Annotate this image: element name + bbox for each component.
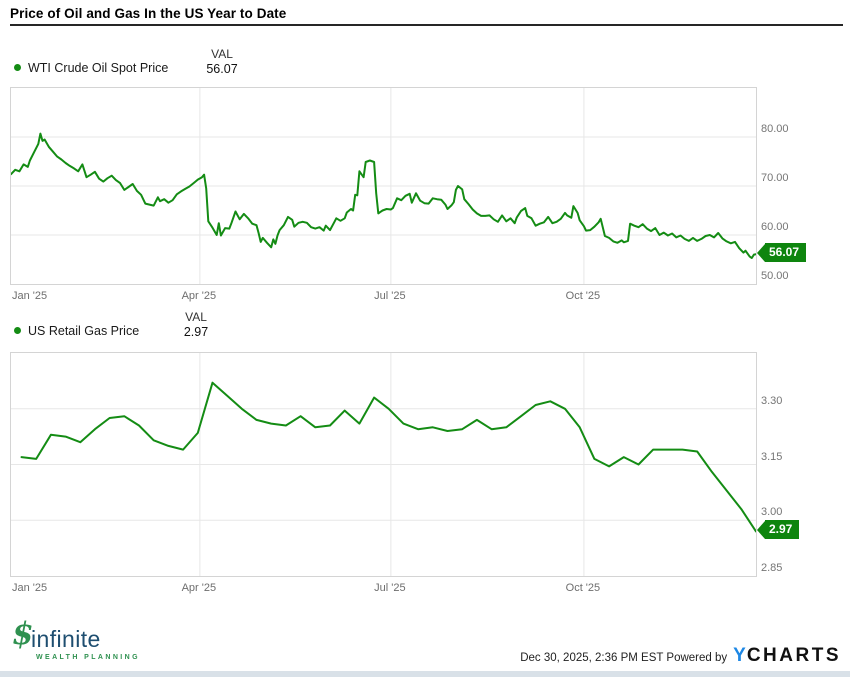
x-axis-label: Oct '25 xyxy=(565,290,601,302)
y-axis-label: 3.15 xyxy=(761,450,783,463)
plot-area xyxy=(11,88,756,284)
dollar-sign-icon: $ xyxy=(12,616,34,652)
page-title: Price of Oil and Gas In the US Year to D… xyxy=(10,6,287,21)
y-axis-label: 80.00 xyxy=(761,123,789,135)
series-line xyxy=(20,381,756,533)
gas-last-price-badge: 2.97 xyxy=(757,520,800,539)
x-axis-label: Jan '25 xyxy=(12,582,48,594)
series-color-dot-icon xyxy=(14,327,21,334)
wti-last-price-badge: 56.07 xyxy=(757,243,807,262)
title-divider xyxy=(10,24,843,26)
y-axis-label: 3.30 xyxy=(761,394,783,407)
series-label: US Retail Gas Price xyxy=(28,324,140,338)
series-line xyxy=(11,132,756,259)
infinite-wealth-planning-logo: $ infinite WEALTH PLANNING xyxy=(10,616,150,668)
y-axis-label: 70.00 xyxy=(761,172,789,184)
logo-tagline: WEALTH PLANNING xyxy=(36,654,140,661)
y-axis-label: 50.00 xyxy=(761,270,789,282)
timestamp-powered-by: Dec 30, 2025, 2:36 PM EST Powered by xyxy=(520,652,728,664)
series-color-dot-icon xyxy=(14,64,21,71)
badge-arrow-icon xyxy=(757,520,765,539)
y-axis-label: 2.85 xyxy=(761,562,783,574)
y-axis-label: 3.00 xyxy=(761,506,783,519)
legend-wti: WTI Crude Oil Spot Price VAL 56.07 xyxy=(0,47,320,79)
badge-value: 56.07 xyxy=(765,243,807,262)
plot-area xyxy=(11,353,756,576)
y-axis-label: 60.00 xyxy=(761,221,789,233)
us-retail-gas-chart xyxy=(10,352,757,577)
x-axis-label: Oct '25 xyxy=(565,582,601,594)
x-axis-label: Jul '25 xyxy=(374,290,406,302)
legend-value-column: VAL 2.97 xyxy=(162,310,230,339)
series-label: WTI Crude Oil Spot Price xyxy=(28,61,169,75)
logo-wordmark: infinite xyxy=(31,626,101,652)
x-axis-label: Jan '25 xyxy=(12,290,48,302)
legend-value-column: VAL 56.07 xyxy=(188,47,256,76)
footer-credit: Dec 30, 2025, 2:36 PM EST Powered by Y C… xyxy=(520,645,841,667)
x-axis-label: Jul '25 xyxy=(374,582,406,594)
ycharts-logo-y: Y xyxy=(733,645,747,666)
legend-gas: US Retail Gas Price VAL 2.97 xyxy=(0,310,320,342)
series-current-value: 56.07 xyxy=(206,62,238,76)
x-axis-label: Apr '25 xyxy=(181,582,217,594)
badge-value: 2.97 xyxy=(765,520,800,539)
ycharts-logo-charts: CHARTS xyxy=(746,645,841,666)
badge-arrow-icon xyxy=(757,243,765,262)
footer-accent-bar xyxy=(0,671,850,677)
val-header: VAL xyxy=(211,47,233,61)
x-axis-label: Apr '25 xyxy=(181,290,217,302)
wti-crude-oil-chart xyxy=(10,87,757,285)
val-header: VAL xyxy=(185,310,207,324)
series-current-value: 2.97 xyxy=(183,325,209,339)
